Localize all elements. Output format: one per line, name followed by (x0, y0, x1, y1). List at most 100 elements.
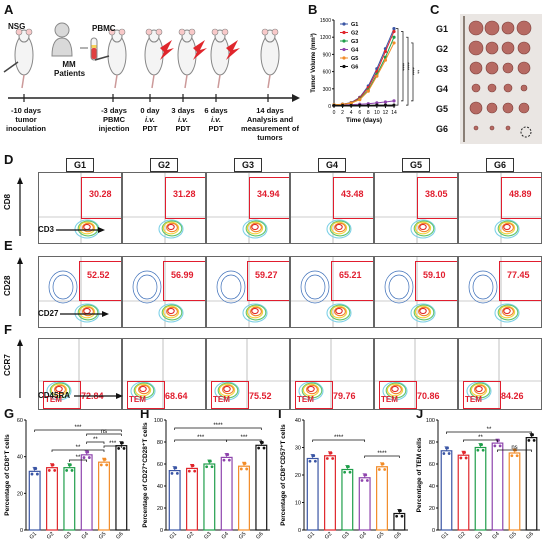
x-tick-label: G1 (169, 531, 178, 540)
x-tick-label: G2 (457, 531, 466, 540)
tumor-specimen (505, 125, 511, 131)
data-point (383, 100, 388, 104)
data-point (375, 103, 379, 107)
significance-label: **** (213, 423, 223, 429)
tem-gate-label: TEM (129, 395, 146, 404)
panel-letter-c: C (430, 2, 440, 17)
data-point (392, 41, 396, 45)
tumor-specimen (502, 102, 514, 114)
x-tick-label: G2 (186, 531, 195, 540)
significance-label: *** (74, 425, 82, 431)
data-point (325, 457, 329, 460)
flow-plot-e-g6: 77.45 (458, 256, 542, 328)
y-axis-label: Percentage of CD8⁺CD57⁺T cells (280, 424, 287, 526)
data-point (447, 452, 451, 455)
timeline-ticks (23, 94, 269, 102)
data-point (366, 103, 370, 107)
tem-gate-label: TEM (213, 395, 230, 404)
x-tick-label: G5 (376, 531, 385, 540)
data-point (446, 446, 449, 450)
mouse-icon (94, 28, 127, 89)
tumor-specimen (468, 40, 484, 56)
tem-bar-chart: 0 20 40 60 80 100 Percentage of TEM cells G1 G2 G… (416, 418, 540, 541)
y-tick-label: 20 (157, 506, 163, 512)
tumor-specimen (503, 83, 513, 93)
data-point (383, 49, 388, 54)
legend-label: G6 (351, 65, 358, 71)
data-point (348, 470, 352, 474)
gate-box (127, 381, 165, 409)
bar-g3 (341, 468, 354, 531)
photo-row-label-g3: G3 (436, 64, 449, 74)
y-axis-label: Percentage of CD27⁺CD28⁺T cells (142, 422, 149, 528)
tumor-specimen (485, 41, 499, 55)
gate-box (499, 261, 541, 301)
x-tick-label: G1 (29, 531, 38, 540)
tumor-specimen (517, 41, 531, 55)
flow-plot-f-g3: TEM 75.52 (206, 338, 290, 410)
gate-box (247, 261, 289, 301)
data-point (329, 451, 333, 455)
significance-label: **** (404, 62, 410, 70)
flow-plot-f-g5: TEM 70.86 (374, 338, 458, 410)
significance-bracket (396, 28, 399, 106)
data-point (86, 450, 90, 454)
data-point (262, 446, 266, 450)
significance-label: **** (377, 451, 387, 457)
x-tick-label: G6 (115, 531, 124, 540)
d-yaxis-arrow (17, 177, 23, 236)
data-point (527, 438, 531, 442)
x-tick-label: 6 (358, 110, 361, 116)
gate-box (249, 177, 289, 219)
data-point (308, 459, 312, 463)
flow-plot-f-g6: TEM 84.26 (458, 338, 542, 410)
data-point (459, 456, 463, 460)
data-point (117, 447, 121, 450)
panel-letter-h: H (140, 406, 150, 421)
data-point (464, 456, 468, 460)
bar-g6 (255, 444, 268, 531)
data-point (498, 444, 502, 448)
photo-row-label-g4: G4 (436, 84, 449, 94)
data-point (222, 458, 226, 462)
data-point (497, 438, 500, 442)
tumor-specimen (471, 83, 481, 93)
tumor-photo (460, 14, 542, 144)
data-point (349, 103, 353, 108)
data-point (392, 99, 396, 103)
data-point (383, 103, 388, 107)
data-point (87, 456, 91, 459)
tumor-specimen (468, 20, 484, 36)
bar-g3 (203, 463, 216, 531)
x-tick-label: G1 (307, 531, 316, 540)
y-tick-label: 80 (157, 440, 163, 446)
step-tumor-inoculation: -10 days tumor inoculation (6, 106, 46, 133)
x-tick-label: G5 (98, 531, 107, 540)
gate-percentage: 68.64 (165, 391, 188, 401)
y-tick-label: 0 (298, 528, 301, 534)
significance-label: **** (409, 67, 415, 75)
legend-label: G5 (351, 56, 358, 62)
timeline-arrow (292, 94, 300, 102)
gate-percentage: 48.89 (509, 189, 532, 199)
f-ylabel: CCR7 (3, 354, 12, 376)
step-analysis: 14 days Analysis and measurement of tumors (241, 106, 299, 142)
panel-letter-i: I (278, 406, 282, 421)
tumor-specimen (469, 101, 483, 115)
y-tick-label: 40 (17, 455, 23, 461)
gate-box (163, 261, 205, 301)
y-axis-label: Percentage of TEM cells (416, 437, 423, 512)
x-tick-label: G5 (238, 531, 247, 540)
gate-percentage: 43.48 (341, 189, 364, 199)
tumor-specimen (485, 61, 499, 75)
tumor-specimen (501, 41, 515, 55)
data-point (392, 35, 396, 39)
bar-g5 (508, 452, 521, 531)
data-point (122, 447, 126, 450)
y-tick-label: 300 (323, 87, 332, 93)
data-point (343, 470, 347, 474)
x-tick-label: 12 (383, 110, 389, 116)
d-xlabel: CD3 (38, 225, 55, 234)
gate-percentage: 59.10 (423, 270, 446, 280)
bar-g2 (186, 467, 198, 531)
